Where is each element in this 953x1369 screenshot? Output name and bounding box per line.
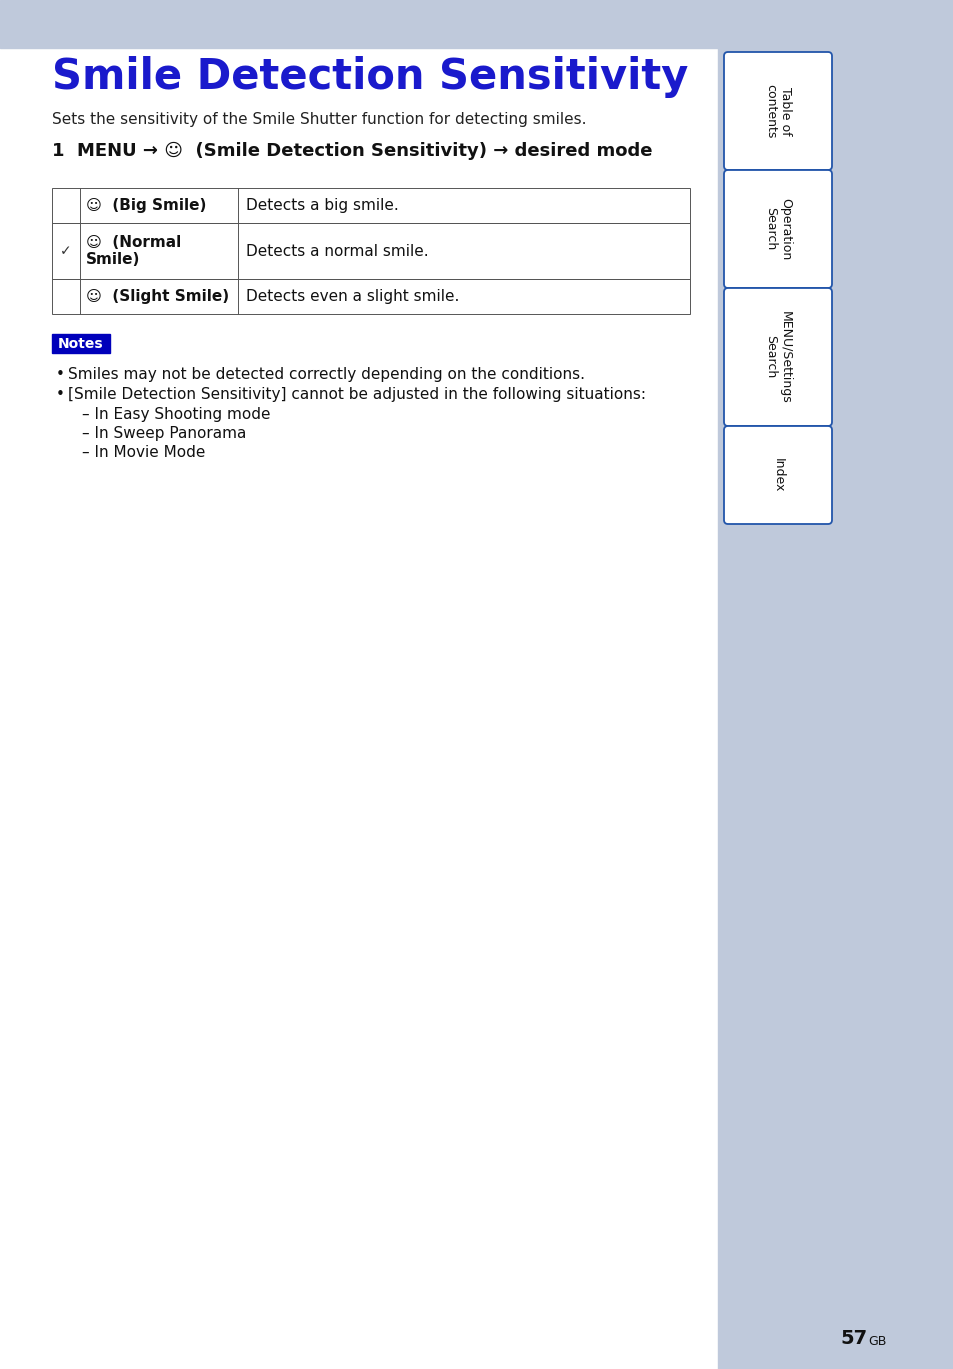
Text: •: • xyxy=(56,367,65,382)
Bar xyxy=(718,0,953,1369)
FancyBboxPatch shape xyxy=(723,52,831,170)
Text: MENU/Settings
Search: MENU/Settings Search xyxy=(763,311,791,404)
Bar xyxy=(52,334,110,353)
Bar xyxy=(52,223,689,279)
Text: •: • xyxy=(56,387,65,402)
Text: GB: GB xyxy=(867,1335,885,1348)
Text: Detects a normal smile.: Detects a normal smile. xyxy=(246,244,428,259)
Text: Table of
contents: Table of contents xyxy=(763,84,791,138)
Text: ☺  (Normal
Smile): ☺ (Normal Smile) xyxy=(86,235,181,267)
Bar xyxy=(0,0,953,48)
Text: Detects a big smile.: Detects a big smile. xyxy=(246,199,398,214)
Text: – In Sweep Panorama: – In Sweep Panorama xyxy=(82,426,246,441)
FancyBboxPatch shape xyxy=(723,426,831,524)
Text: Smile Detection Sensitivity: Smile Detection Sensitivity xyxy=(52,56,688,99)
Text: ✓: ✓ xyxy=(60,244,71,257)
Text: – In Movie Mode: – In Movie Mode xyxy=(82,445,205,460)
Text: Notes: Notes xyxy=(58,337,104,350)
Text: Detects even a slight smile.: Detects even a slight smile. xyxy=(246,289,459,304)
Text: 1  MENU → ☺  (Smile Detection Sensitivity) → desired mode: 1 MENU → ☺ (Smile Detection Sensitivity)… xyxy=(52,142,652,160)
Text: [Smile Detection Sensitivity] cannot be adjusted in the following situations:: [Smile Detection Sensitivity] cannot be … xyxy=(68,387,645,402)
Bar xyxy=(52,279,689,314)
Text: ☺  (Big Smile): ☺ (Big Smile) xyxy=(86,199,206,214)
Text: ☺  (Slight Smile): ☺ (Slight Smile) xyxy=(86,289,229,304)
Bar xyxy=(52,188,689,223)
Text: 57: 57 xyxy=(840,1329,866,1348)
Text: Operation
Search: Operation Search xyxy=(763,199,791,260)
Text: Sets the sensitivity of the Smile Shutter function for detecting smiles.: Sets the sensitivity of the Smile Shutte… xyxy=(52,112,586,127)
Text: – In Easy Shooting mode: – In Easy Shooting mode xyxy=(82,407,271,422)
Text: Smiles may not be detected correctly depending on the conditions.: Smiles may not be detected correctly dep… xyxy=(68,367,584,382)
Text: Index: Index xyxy=(771,457,783,493)
FancyBboxPatch shape xyxy=(723,287,831,426)
FancyBboxPatch shape xyxy=(723,170,831,287)
